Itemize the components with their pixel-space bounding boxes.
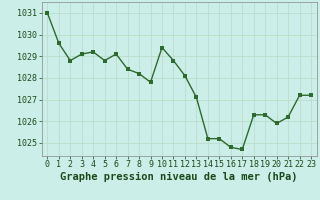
X-axis label: Graphe pression niveau de la mer (hPa): Graphe pression niveau de la mer (hPa) (60, 172, 298, 182)
